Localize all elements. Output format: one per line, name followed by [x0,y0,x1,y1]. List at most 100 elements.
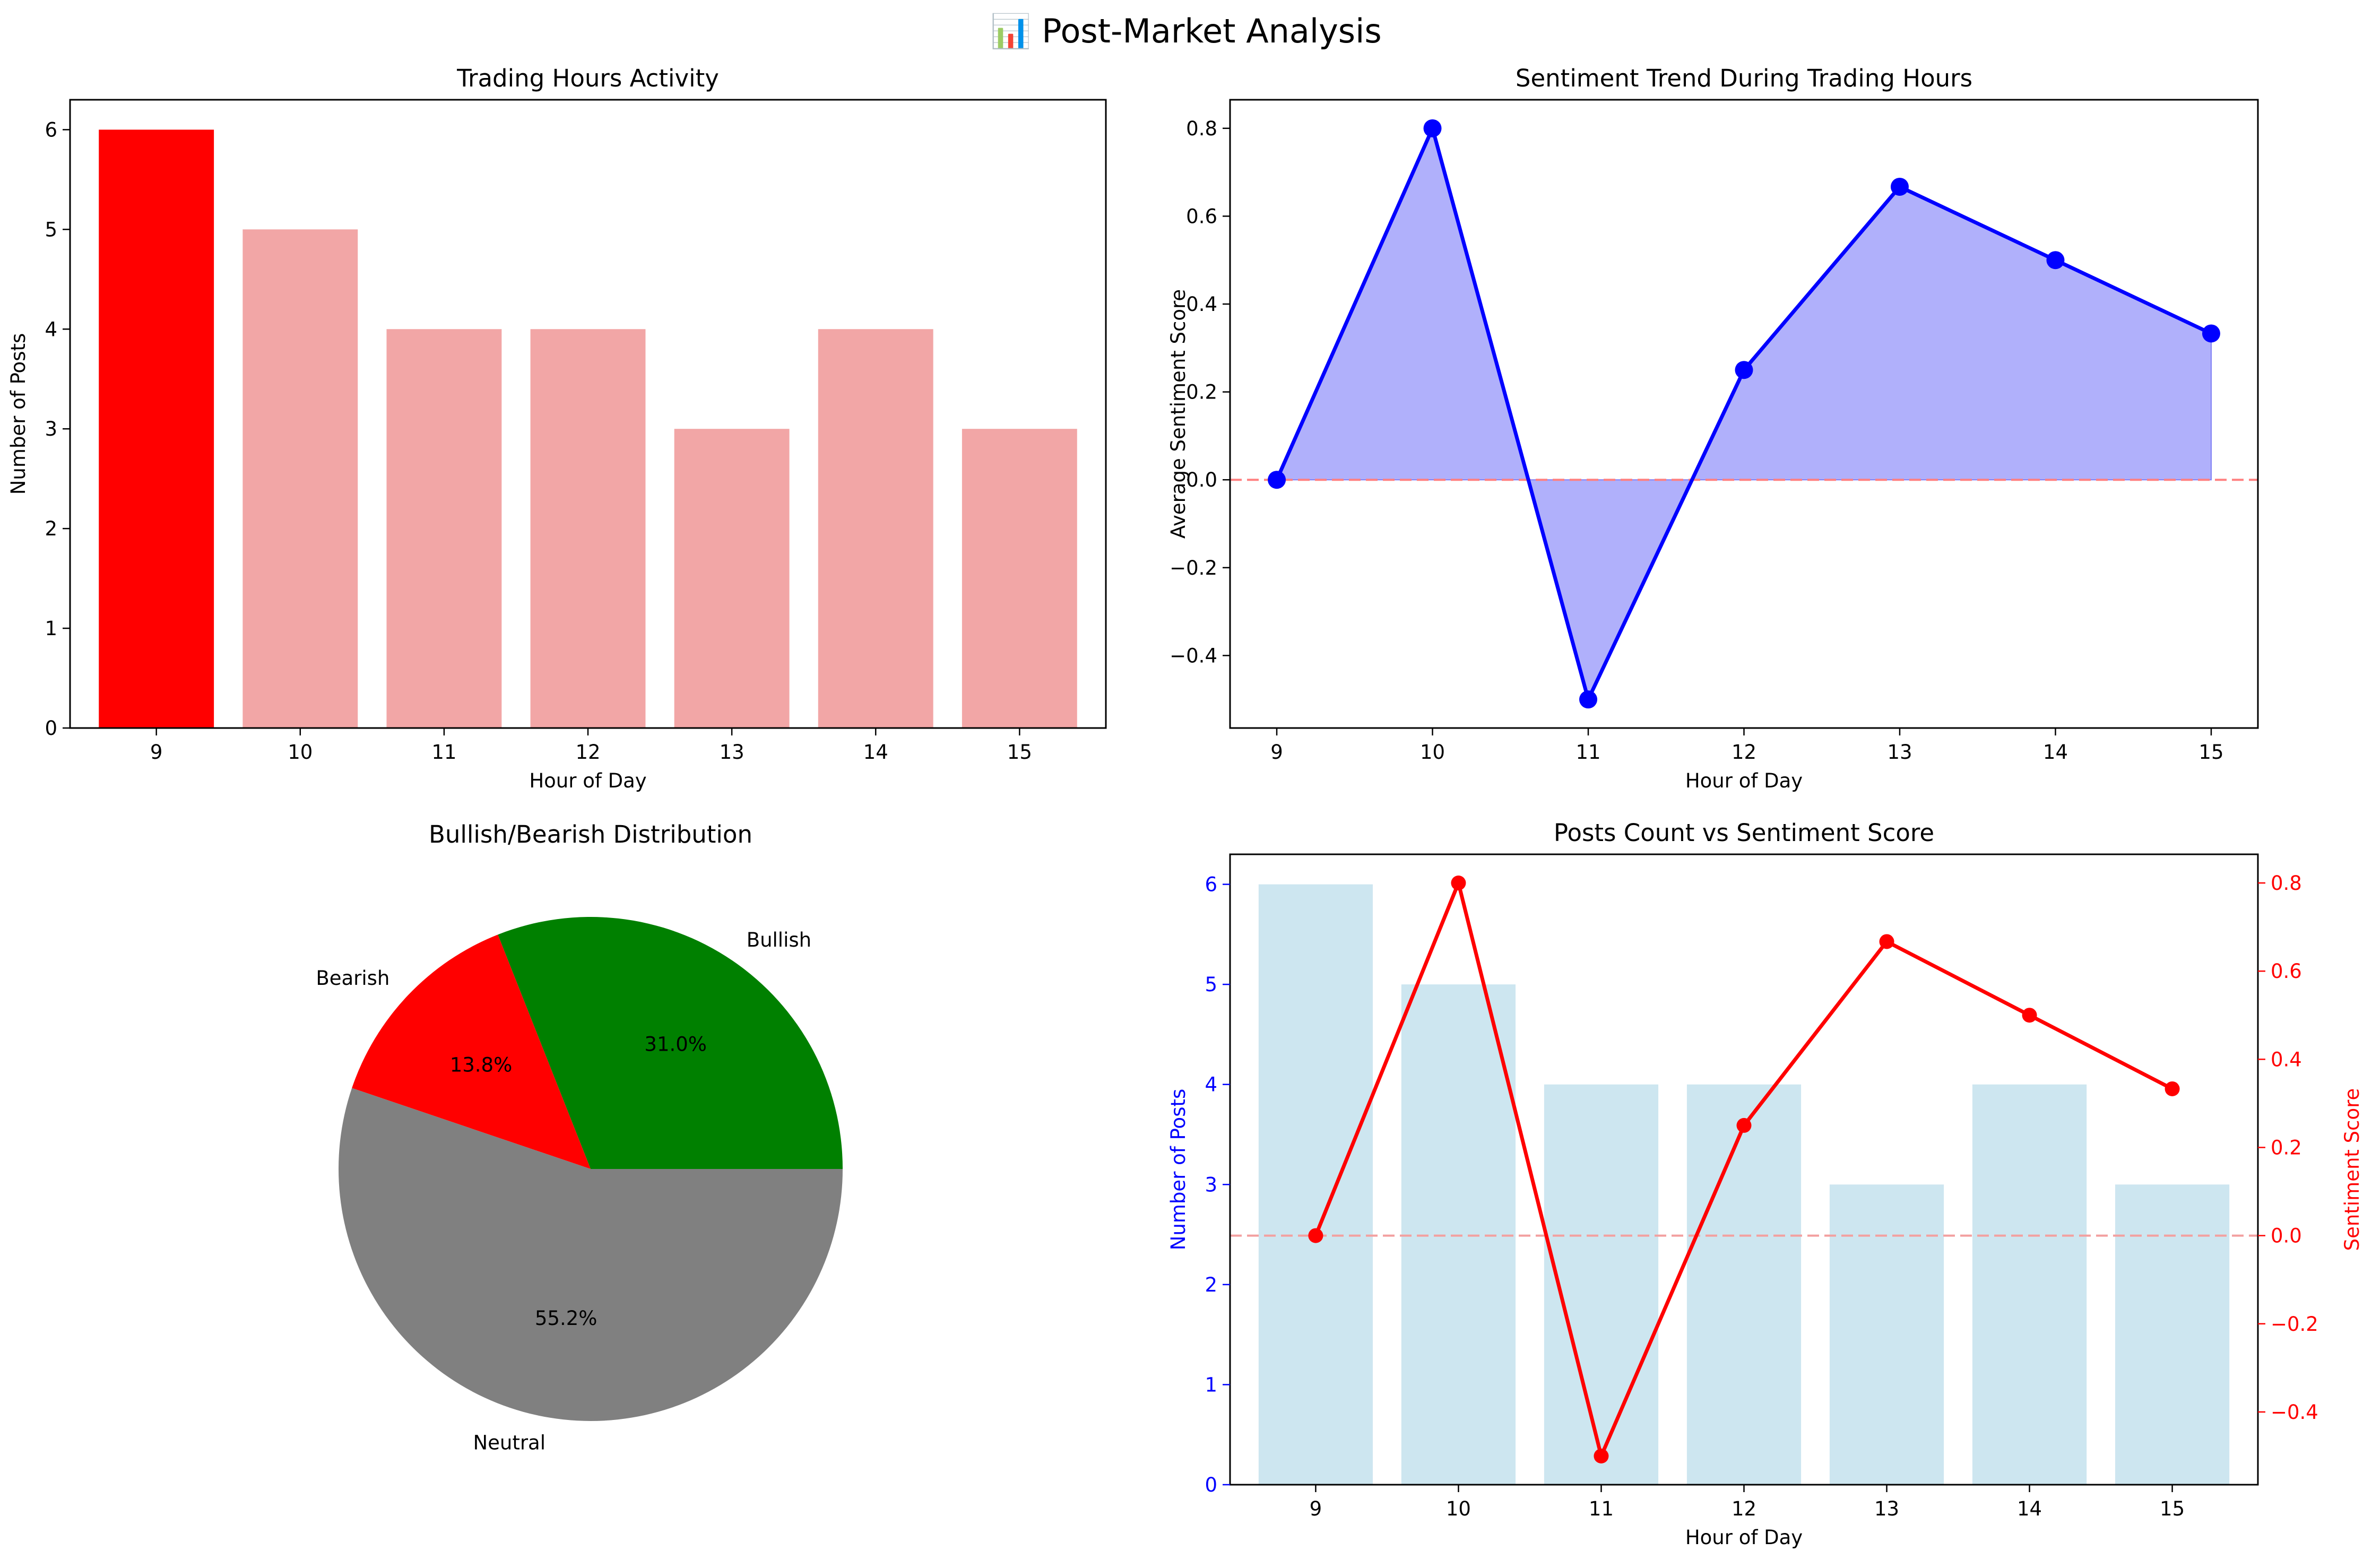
sentiment-xtick-label: 11 [1575,741,1600,764]
combo-ytick-label: 2 [1205,1274,1217,1296]
combo-ytick-right-label: 0.2 [2271,1136,2302,1159]
activity-ytick-label: 3 [45,418,57,440]
sentiment-ytick-label: 0.4 [1186,293,1217,316]
sentiment-point [1579,690,1598,709]
combo-sentiment-point [2022,1008,2037,1023]
pie-pct-neutral: 55.2% [535,1307,598,1330]
sentiment-ytick-label: 0.8 [1186,117,1217,140]
sentiment-ylabel: Average Sentiment Score [1167,289,1190,539]
combo-ytick-label: 6 [1205,873,1217,896]
combo-ytick-right-label: 0.8 [2271,872,2302,895]
activity-title: Trading Hours Activity [456,64,719,92]
sentiment-trend-panel: −0.4 −0.2 0.0 0.2 0.4 0.6 0.8 9 10 11 12 13 14 15 Sent… [1167,64,2259,792]
activity-xtick-label: 10 [288,741,313,764]
combo-xtick-label: 15 [2160,1497,2185,1520]
combo-xtick-label: 11 [1589,1497,1614,1520]
activity-bar [243,229,358,728]
combo-ytick-label: 3 [1205,1173,1217,1196]
combo-ytick-right-label: −0.4 [2271,1401,2318,1424]
combo-sentiment-point [1308,1228,1323,1243]
sentiment-xtick-label: 10 [1420,741,1445,764]
pie-label-bullish: Bullish [747,929,811,951]
sentiment-point [1890,177,1909,196]
sentiment-ytick-label: −0.2 [1170,557,1217,579]
activity-ytick-label: 5 [45,218,57,241]
activity-xtick-label: 13 [720,741,745,764]
sentiment-xtick-label: 13 [1887,741,1912,764]
activity-bar [818,329,933,728]
sentiment-xtick-label: 15 [2198,741,2223,764]
pie-pct-bullish: 31.0% [644,1033,707,1055]
combo-sentiment-point [1736,1117,1752,1133]
combo-ytick-label: 1 [1205,1373,1217,1396]
sentiment-point [2202,324,2220,343]
sentiment-xtick-label: 12 [1732,741,1756,764]
combo-sentiment-point [2165,1081,2180,1096]
sentiment-point [1268,471,1286,489]
activity-xtick-label: 11 [431,741,456,764]
combo-ytick-label: 5 [1205,973,1217,996]
sentiment-fill-area [1276,126,2212,701]
combo-ytick-right-label: −0.2 [2271,1313,2318,1336]
combo-ytick-label: 0 [1205,1474,1217,1496]
activity-xtick-label: 12 [575,741,600,764]
combo-ytick-right-label: 0.4 [2271,1048,2302,1071]
pie-slice-bearish [352,934,591,1169]
combo-title: Posts Count vs Sentiment Score [1554,819,1934,847]
pie-label-bearish: Bearish [316,967,389,990]
sentiment-ytick-label: 0.0 [1186,469,1217,491]
combo-bar [1972,1084,2087,1485]
combo-bar [1258,884,1373,1485]
activity-ylabel: Number of Posts [7,333,30,495]
sentiment-title: Sentiment Trend During Trading Hours [1516,64,1972,92]
sentiment-ytick-label: −0.4 [1170,644,1217,667]
pie-title: Bullish/Bearish Distribution [429,820,752,848]
sentiment-xtick-label: 14 [2043,741,2068,764]
combo-xtick-label: 10 [1446,1497,1471,1520]
combo-xtick-label: 14 [2017,1497,2042,1520]
combo-bar [1401,984,1516,1485]
activity-bar [674,429,790,728]
activity-xtick-label: 15 [1007,741,1032,764]
activity-xtick-label: 9 [150,741,163,764]
activity-bar [99,129,214,728]
activity-bar [530,329,646,728]
combo-bar [1686,1084,1802,1485]
sentiment-ytick-label: 0.2 [1186,381,1217,404]
activity-ytick-label: 6 [45,118,57,141]
combo-bar [2115,1184,2230,1485]
combo-xtick-label: 13 [1874,1497,1899,1520]
combo-xtick-label: 12 [1732,1497,1756,1520]
combo-sentiment-point [1594,1449,1609,1463]
pie-slice-bullish [498,917,843,1169]
sentiment-xlabel: Hour of Day [1685,769,1803,792]
sentiment-ytick-label: 0.6 [1186,205,1217,228]
figure-title: 📊 Post-Market Analysis [990,12,1381,50]
combo-ytick-right-label: 0.6 [2271,960,2302,983]
combo-xtick-label: 9 [1310,1497,1322,1520]
activity-ytick-label: 4 [45,318,57,341]
activity-xlabel: Hour of Day [529,769,646,792]
combo-ytick-label: 4 [1205,1073,1217,1096]
combo-sentiment-point [1879,934,1894,949]
combo-ylabel: Number of Posts [1167,1089,1190,1251]
pie-slice-neutral [339,1088,843,1421]
combo-ytick-right-label: 0.0 [2271,1225,2302,1248]
activity-bar [962,429,1077,728]
combo-bar [1829,1184,1944,1485]
activity-ytick-label: 1 [45,617,57,640]
combo-bar [1544,1084,1659,1485]
activity-ytick-label: 0 [45,717,57,740]
activity-ytick-label: 2 [45,517,57,540]
sentiment-point [1735,361,1753,379]
combo-sentiment-point [1451,876,1466,890]
pie-pct-bearish: 13.8% [450,1054,513,1077]
combo-ylabel-right: Sentiment Score [2341,1088,2364,1251]
activity-xtick-label: 14 [863,741,888,764]
pie-label-neutral: Neutral [473,1432,546,1454]
sentiment-point [1423,119,1442,137]
sentiment-point [2046,251,2065,270]
